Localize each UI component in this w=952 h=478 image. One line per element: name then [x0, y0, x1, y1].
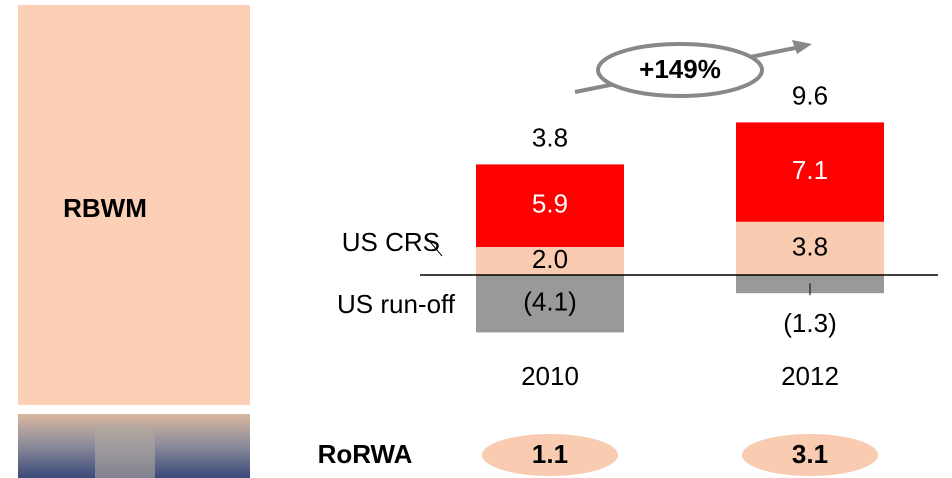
- leader-line: [425, 236, 443, 257]
- growth-bubble: [596, 42, 764, 98]
- value-label: (4.1): [523, 287, 576, 317]
- value-label: 5.9: [532, 189, 568, 219]
- photo-building: [95, 425, 155, 478]
- value-label: 3.8: [792, 231, 828, 261]
- value-label: (1.3): [783, 308, 836, 338]
- x-tick-label: 2012: [781, 361, 839, 391]
- value-label: 7.1: [792, 155, 828, 185]
- arrow-head: [792, 40, 812, 54]
- metric-bubble: [482, 434, 618, 476]
- bar-segment: [476, 164, 624, 247]
- metric-value: 1.1: [532, 439, 568, 469]
- section-panel: [18, 5, 250, 405]
- total-label: 3.8: [532, 122, 568, 152]
- x-tick-label: 2010: [521, 361, 579, 391]
- metric-bubble: [742, 434, 878, 476]
- total-label: 9.6: [792, 80, 828, 110]
- bar-segment: [736, 221, 884, 275]
- metric-label: RoRWA: [318, 439, 413, 469]
- section-label: RBWM: [63, 193, 147, 223]
- bar-segment: [476, 247, 624, 275]
- value-label: 2.0: [532, 244, 568, 274]
- series-label: US run-off: [337, 289, 456, 319]
- series-label: US CRS: [342, 227, 440, 257]
- metric-value: 3.1: [792, 439, 828, 469]
- bar-segment: [476, 275, 624, 333]
- bar-segment: [736, 122, 884, 222]
- growth-label: +149%: [639, 54, 721, 84]
